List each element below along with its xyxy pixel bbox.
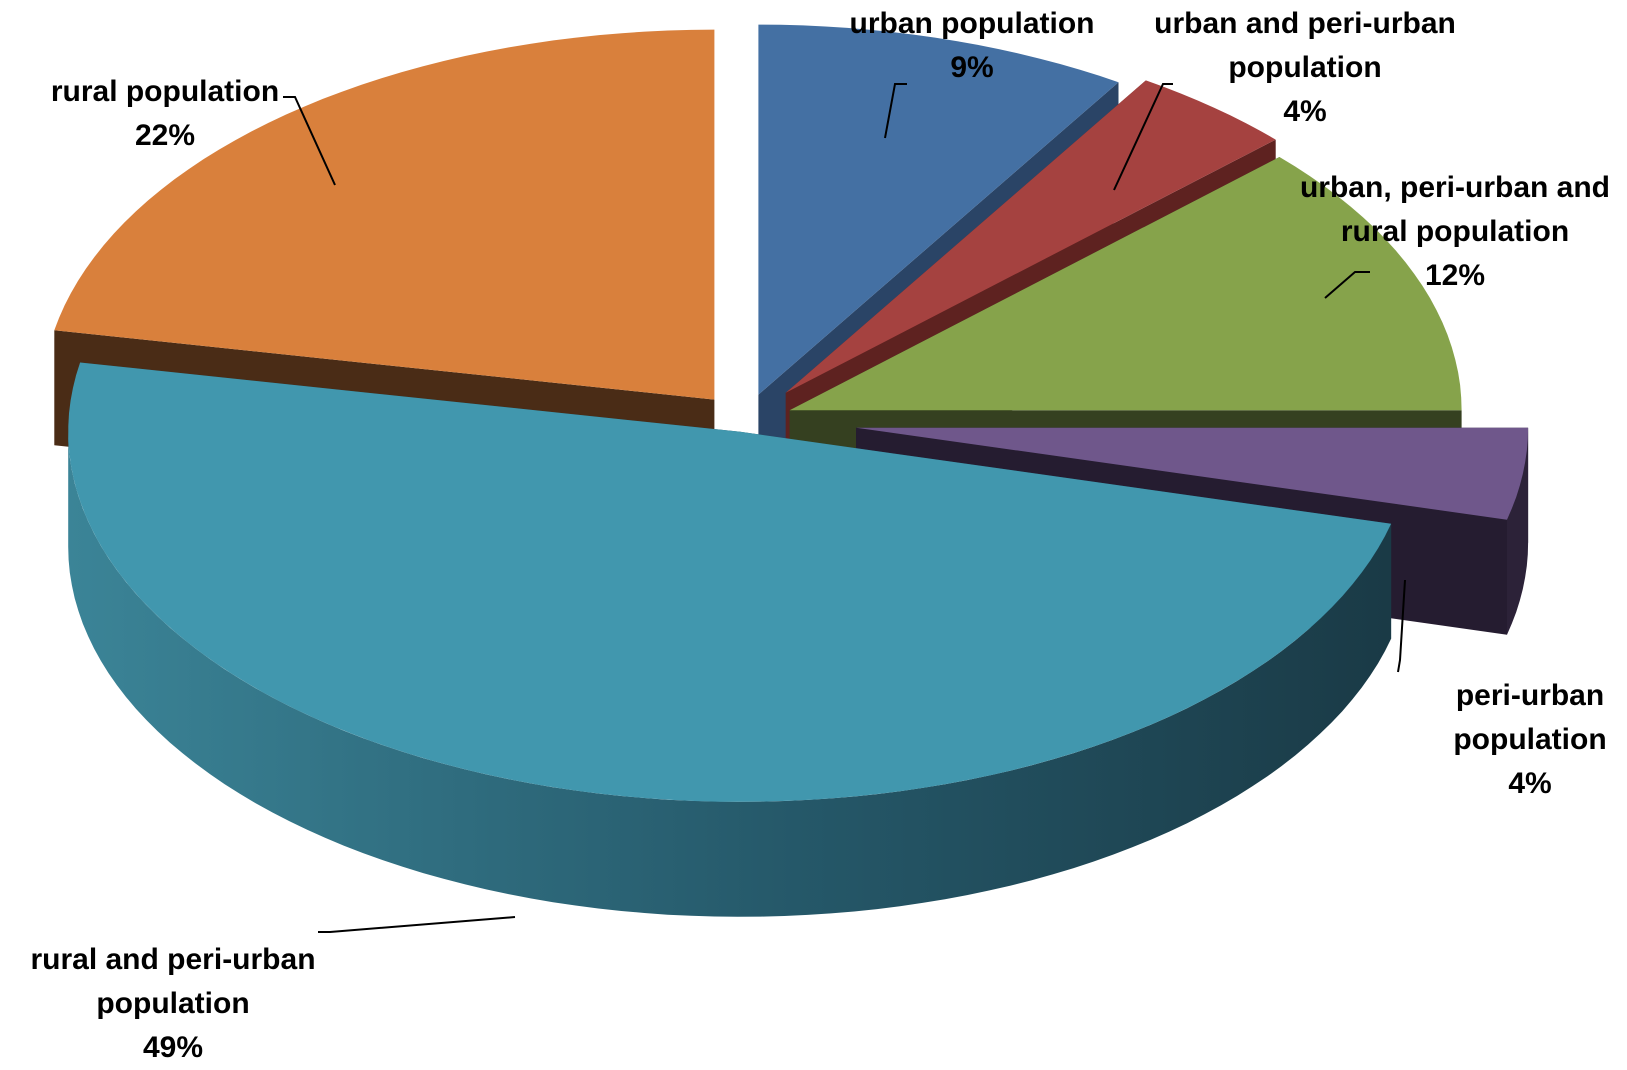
slice-label-rural-population: rural population 22% [30,70,300,158]
slice-percent: 22% [134,119,196,152]
slice-label-urban-and-peri-urban-population: urban and peri-urban population 4% [1135,2,1475,134]
slice-percent: 4% [1283,95,1327,128]
slice-top [856,427,1529,520]
slice-percent: 12% [1424,259,1486,292]
slice-percent: 9% [950,51,994,84]
slice-rim [68,431,1392,917]
slice-name: urban and peri-urban population [1154,7,1456,84]
leader-peri-urban-population [1397,579,1406,673]
leader-rural-population [283,96,336,186]
slice-label-peri-urban-population: peri-urban population 4% [1440,674,1620,806]
slice-name: rural population [50,75,280,108]
leader-urban-population [884,83,907,139]
slice-top [789,157,1462,411]
slice-top [758,24,1119,395]
pie-slices [54,24,1529,917]
slice-label-urban-population: urban population 9% [832,2,1112,90]
slice-percent: 4% [1508,767,1552,800]
slice-label-urban-peri-urban-and-rural-population: urban, peri-urban and rural population 1… [1290,166,1620,298]
slice-rim [1507,427,1529,635]
slice-top [54,29,715,400]
slice-top [785,80,1276,393]
slice-name: urban population [849,7,1095,40]
slice-name: urban, peri-urban and rural population [1299,171,1611,248]
slice-rural-and-peri-urban-population [68,362,1392,917]
leader-urban-and-peri-urban-population [1113,83,1173,191]
leader-lines [283,83,1406,933]
slice-name: rural and peri-urban population [30,943,316,1020]
slice-percent: 49% [142,1031,204,1064]
slice-label-rural-and-peri-urban-population: rural and peri-urban population 49% [8,938,338,1070]
leader-rural-and-peri-urban-population [318,916,516,933]
leader-urban-peri-urban-and-rural-population [1324,271,1370,299]
slice-name: peri-urban population [1453,679,1607,756]
slice-top [68,362,1392,802]
